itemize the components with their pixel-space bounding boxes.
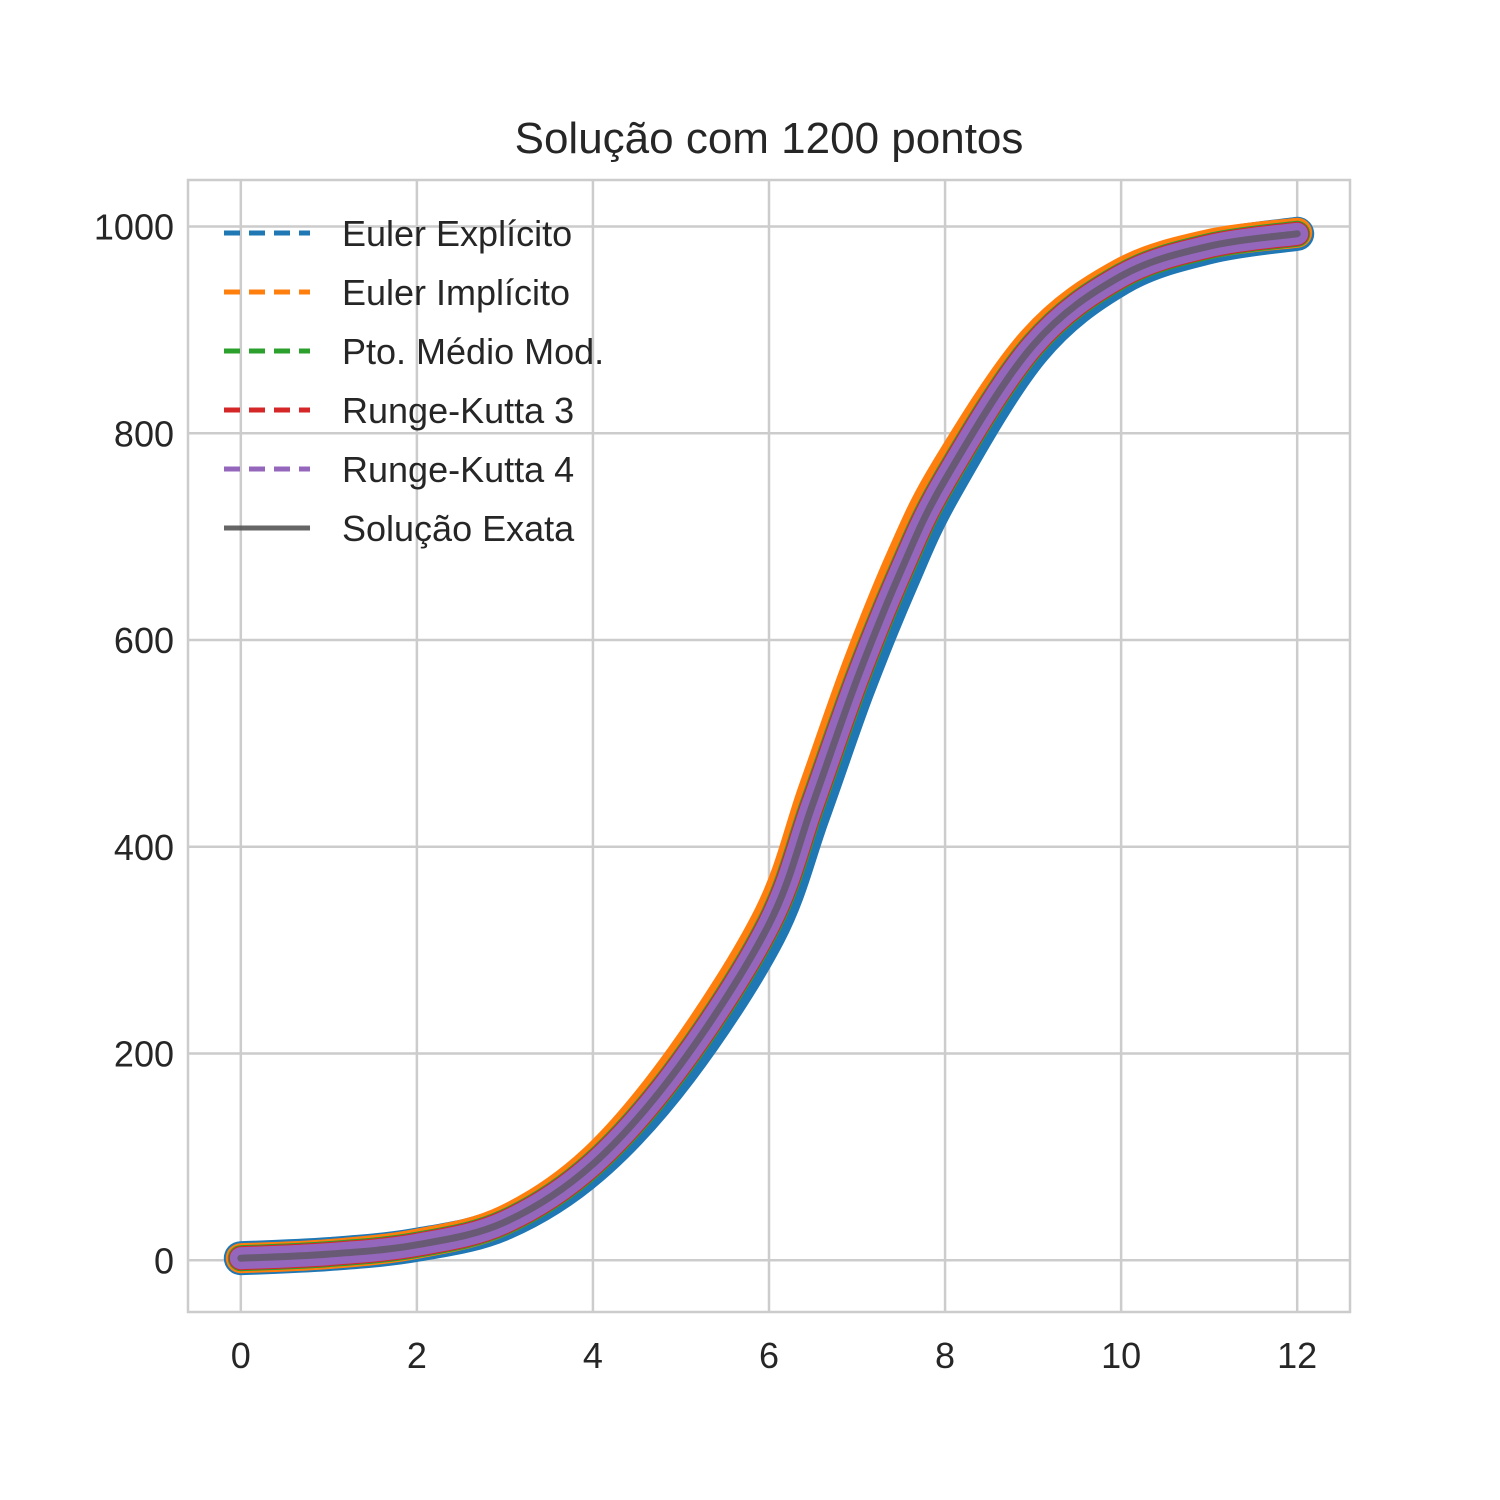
y-axis-tick-labels: 0 200 400 600 800 1000 bbox=[94, 207, 174, 1282]
y-tick-label: 400 bbox=[114, 827, 174, 868]
x-tick-label: 8 bbox=[935, 1335, 955, 1376]
x-axis-tick-labels: 0 2 4 6 8 10 12 bbox=[231, 1335, 1317, 1376]
y-tick-label: 0 bbox=[154, 1240, 174, 1281]
y-tick-label: 1000 bbox=[94, 207, 174, 248]
legend-label-4: Runge-Kutta 3 bbox=[342, 390, 574, 431]
plot-frame bbox=[186, 178, 1352, 1314]
legend-label-6: Solução Exata bbox=[342, 508, 575, 549]
y-tick-label: 800 bbox=[114, 413, 174, 454]
legend-label-5: Runge-Kutta 4 bbox=[342, 449, 574, 490]
chart-title: Solução com 1200 pontos bbox=[515, 114, 1024, 163]
legend-label-2: Euler Implícito bbox=[342, 272, 570, 313]
legend: Euler Explícito Euler Implícito Pto. Médio… bbox=[224, 213, 604, 549]
series-line-6 bbox=[237, 230, 1301, 1262]
x-tick-label: 4 bbox=[583, 1335, 603, 1376]
x-tick-label: 2 bbox=[407, 1335, 427, 1376]
x-tick-label: 12 bbox=[1277, 1335, 1317, 1376]
x-tick-label: 6 bbox=[759, 1335, 779, 1376]
y-tick-label: 600 bbox=[114, 620, 174, 661]
series-layer bbox=[223, 216, 1315, 1276]
x-tick-label: 0 bbox=[231, 1335, 251, 1376]
y-tick-label: 200 bbox=[114, 1034, 174, 1075]
legend-label-1: Euler Explícito bbox=[342, 213, 572, 254]
x-tick-label: 10 bbox=[1101, 1335, 1141, 1376]
legend-label-3: Pto. Médio Mod. bbox=[342, 331, 604, 372]
